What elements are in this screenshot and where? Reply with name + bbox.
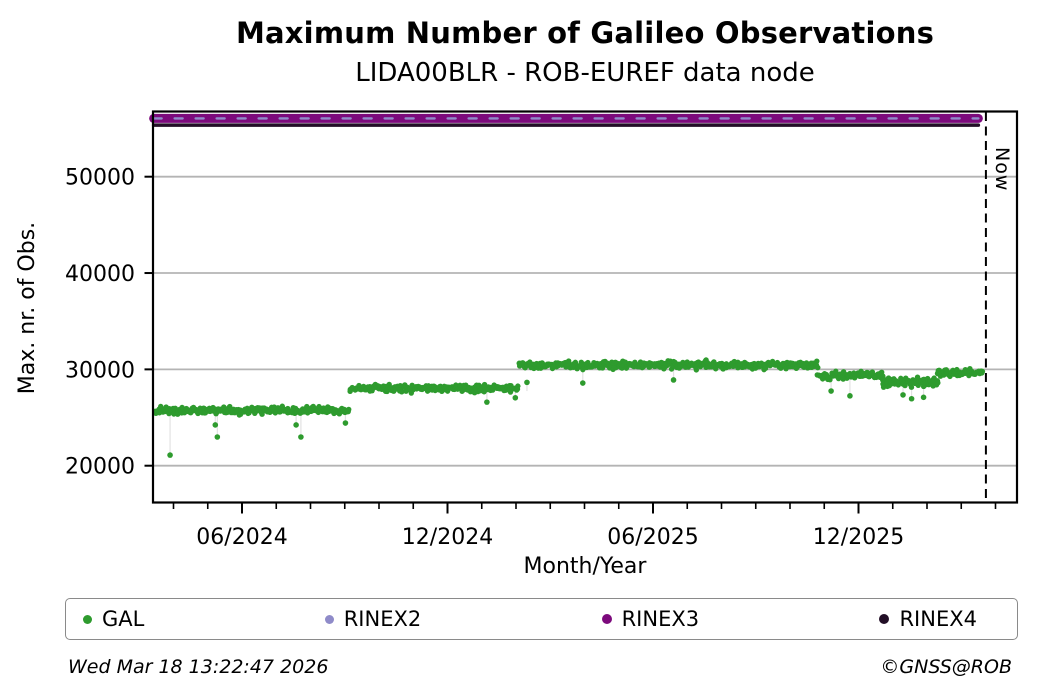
credit-label: ©GNSS@ROB bbox=[880, 656, 1012, 678]
legend-label-rinex4: RINEX4 bbox=[899, 607, 977, 631]
legend-label-rinex2: RINEX2 bbox=[343, 607, 422, 631]
generation-timestamp: Wed Mar 18 13:22:47 2026 bbox=[68, 656, 329, 678]
legend: GAL RINEX2 RINEX3 RINEX4 bbox=[65, 598, 1018, 640]
rinex2-marker-icon bbox=[324, 614, 334, 624]
chart-subtitle: LIDA00BLR - ROB-EUREF data node bbox=[355, 58, 815, 88]
legend-label-gal: GAL bbox=[102, 607, 145, 631]
now-label: Now bbox=[991, 147, 1013, 192]
legend-item-rinex4: RINEX4 bbox=[879, 607, 977, 631]
gal-marker-icon bbox=[83, 614, 92, 624]
legend-label-rinex3: RINEX3 bbox=[621, 607, 700, 631]
rinex4-marker-icon bbox=[879, 614, 890, 624]
rinex3-marker-icon bbox=[601, 614, 612, 624]
legend-item-rinex2: RINEX2 bbox=[324, 607, 422, 631]
legend-item-gal: GAL bbox=[83, 607, 144, 631]
svg-text:12/2024: 12/2024 bbox=[402, 525, 493, 550]
svg-text:06/2024: 06/2024 bbox=[196, 525, 287, 550]
legend-item-rinex3: RINEX3 bbox=[601, 607, 700, 631]
chart-title: Maximum Number of Galileo Observations bbox=[235, 16, 935, 50]
svg-text:20000: 20000 bbox=[65, 455, 135, 480]
plot-svg: 20000 30000 40000 50000 06/2024 12/2024 06/202… bbox=[65, 110, 1019, 550]
svg-text:50000: 50000 bbox=[65, 166, 135, 191]
svg-text:30000: 30000 bbox=[65, 358, 135, 383]
svg-text:12/2025: 12/2025 bbox=[813, 525, 904, 550]
x-axis-label: Month/Year bbox=[523, 554, 647, 579]
svg-text:40000: 40000 bbox=[65, 262, 135, 287]
svg-text:06/2025: 06/2025 bbox=[607, 525, 698, 550]
y-axis-label: Max. nr. of Obs. bbox=[15, 221, 40, 395]
